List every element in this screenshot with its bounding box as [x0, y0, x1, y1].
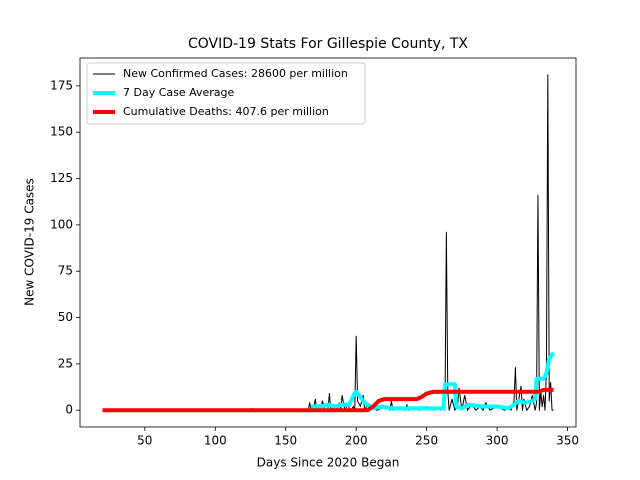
y-tick-label: 150 [50, 125, 73, 139]
x-tick-label: 200 [345, 434, 368, 448]
y-tick-label: 75 [58, 264, 73, 278]
series-line [102, 387, 554, 413]
plot-frame [79, 57, 577, 428]
legend-label: Cumulative Deaths: 407.6 per million [123, 105, 329, 118]
y-axis-label: New COVID-19 Cases [23, 178, 37, 306]
x-tick-label: 300 [486, 434, 509, 448]
y-tick-label: 175 [50, 78, 73, 92]
y-tick-label: 50 [58, 310, 73, 324]
y-tick-label: 125 [50, 171, 73, 185]
chart-title: COVID-19 Stats For Gillespie County, TX [188, 36, 468, 52]
x-axis-label: Days Since 2020 Began [257, 456, 400, 470]
legend-box [86, 62, 366, 125]
legend-label: New Confirmed Cases: 28600 per million [123, 67, 348, 80]
x-tick-label: 350 [556, 434, 579, 448]
y-tick-label: 100 [50, 217, 73, 231]
x-tick-label: 100 [204, 434, 227, 448]
y-tick-label: 0 [65, 403, 73, 417]
y-tick-label: 25 [58, 356, 73, 370]
x-tick-label: 150 [274, 434, 297, 448]
x-tick-label: 250 [415, 434, 438, 448]
x-tick-label: 50 [137, 434, 152, 448]
series-line [311, 351, 556, 411]
legend-label: 7 Day Case Average [123, 86, 235, 99]
